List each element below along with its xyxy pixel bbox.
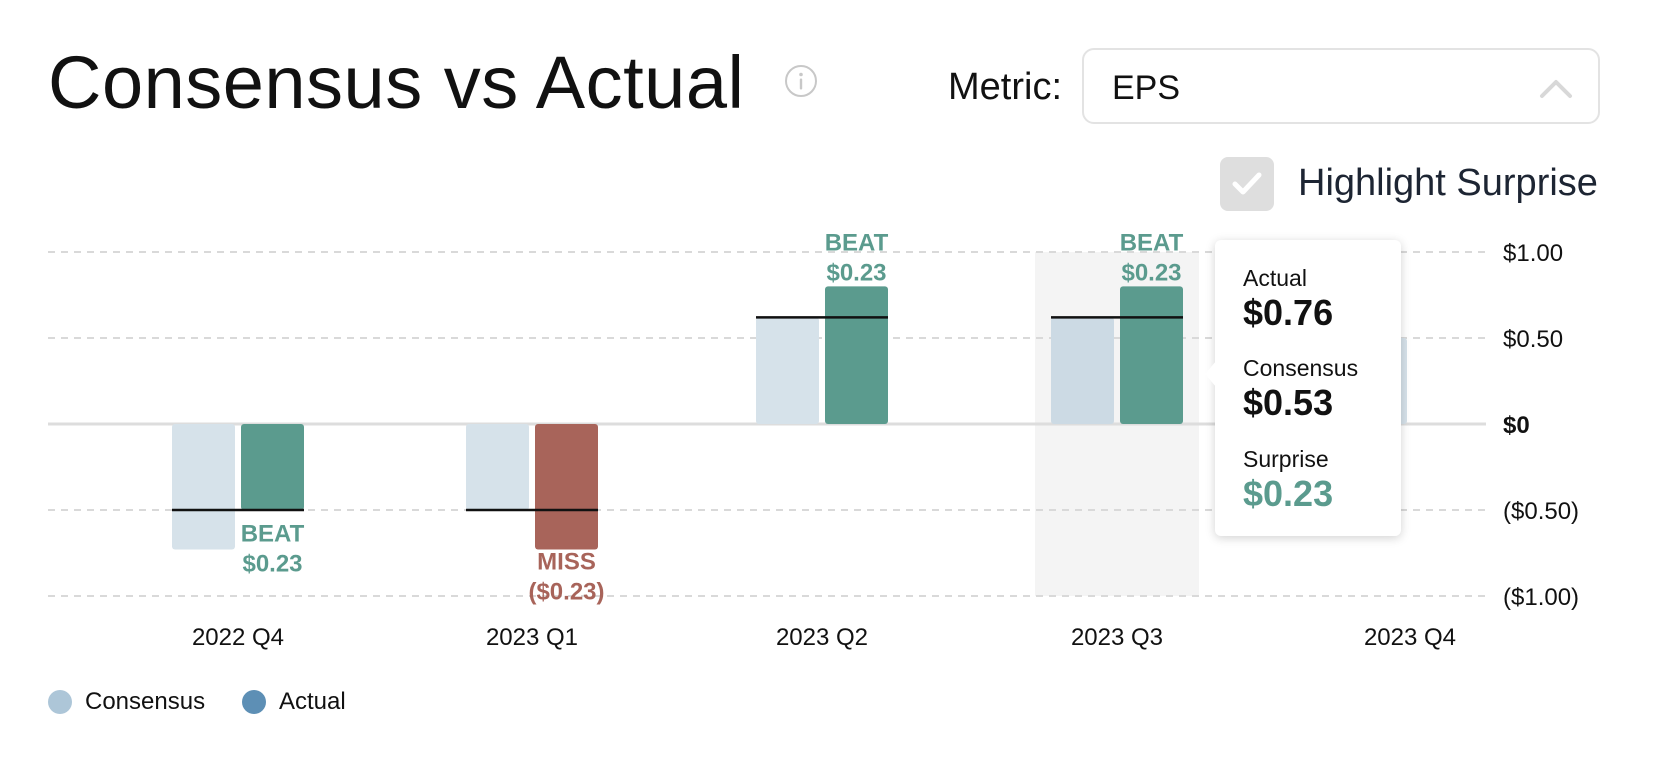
metric-selected-value: EPS [1112,69,1181,107]
checkmark-icon [1232,172,1262,195]
tooltip: Actual $0.76 Consensus $0.53 Surprise $0… [1205,240,1401,536]
metric-label: Metric: [948,66,1062,108]
chevron-up-icon [1540,80,1572,98]
consensus-bar [756,317,819,424]
surprise-value-label: $0.23 [826,259,886,286]
y-tick-label: $0 [1503,412,1530,439]
page-title: Consensus vs Actual [48,41,745,124]
metric-select[interactable]: EPS [1082,48,1600,124]
legend-swatch-consensus [48,690,72,714]
tooltip-consensus-value: $0.53 [1243,382,1334,423]
tooltip-actual-value: $0.76 [1243,292,1334,333]
tooltip-actual-label: Actual [1243,265,1307,291]
x-tick-label: 2023 Q1 [486,624,578,651]
x-tick-label: 2023 Q3 [1071,624,1163,651]
highlight-surprise-label: Highlight Surprise [1298,162,1598,204]
actual-bar [535,424,598,550]
surprise-status-label: BEAT [1120,229,1184,256]
tooltip-surprise-label: Surprise [1243,446,1329,472]
surprise-value-label: $0.23 [1121,259,1181,286]
surprise-status-label: MISS [537,549,596,576]
x-tick-label: 2023 Q2 [776,624,868,651]
tooltip-surprise-value: $0.23 [1243,473,1334,514]
y-tick-label: $1.00 [1503,240,1563,267]
surprise-status-label: BEAT [825,229,889,256]
legend-swatch-actual [242,690,266,714]
tooltip-consensus-label: Consensus [1243,355,1359,381]
actual-bar [1120,286,1183,424]
x-tick-label: 2023 Q4 [1364,624,1456,651]
legend-label-consensus: Consensus [85,688,206,715]
actual-bar [825,286,888,424]
highlight-surprise-checkbox[interactable] [1220,157,1274,211]
consensus-bar [466,424,529,510]
consensus-bar [172,424,235,550]
y-tick-label: ($0.50) [1503,498,1579,525]
legend-label-actual: Actual [279,688,346,715]
surprise-value-label: ($0.23) [528,579,604,606]
surprise-value-label: $0.23 [242,551,302,578]
consensus-bar [1051,317,1114,424]
actual-bar [241,424,304,510]
x-tick-label: 2022 Q4 [192,624,284,651]
info-icon[interactable] [784,64,818,98]
y-tick-label: $0.50 [1503,326,1563,353]
tooltip-arrow [1205,360,1217,388]
y-tick-label: ($1.00) [1503,584,1579,611]
surprise-status-label: BEAT [241,521,305,548]
